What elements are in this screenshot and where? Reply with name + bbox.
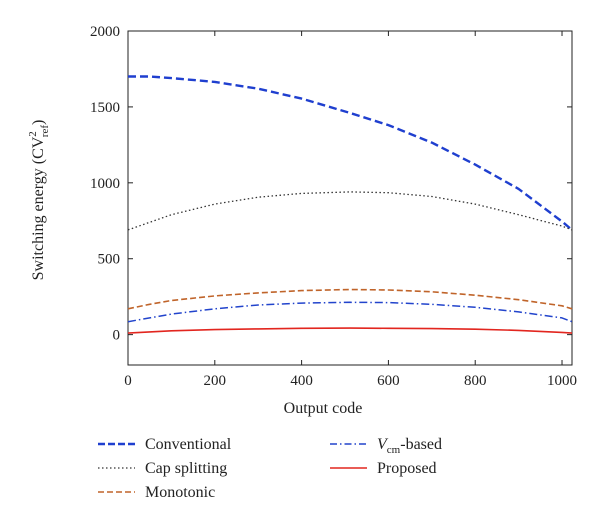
y-axis-label-main: Switching energy (CV	[30, 136, 47, 280]
y-axis-label-end: )	[30, 120, 47, 125]
legend-label-cap-splitting: Cap splitting	[145, 460, 227, 477]
legend-item-cap-splitting: Cap splitting	[98, 460, 227, 477]
x-tick-label: 600	[377, 373, 400, 389]
x-axis-label: Output code	[284, 400, 363, 417]
series-line-v-cm-based	[127, 301, 573, 323]
legend-item-monotonic: Monotonic	[98, 484, 215, 501]
x-tick-label: 400	[290, 373, 313, 389]
series-line-conventional	[128, 75, 573, 231]
x-tick-label: 200	[204, 373, 227, 389]
x-tick-label: 0	[124, 373, 132, 389]
legend-label-conventional: Conventional	[145, 436, 232, 453]
x-tick-label: 1000	[547, 373, 577, 389]
y-tick-label: 1500	[90, 100, 120, 116]
tick-labels: 0 200 400 600 800 1000 0 500 1000 1500 2000	[90, 24, 577, 389]
plot-area	[127, 30, 573, 366]
series-line-cap-splitting	[127, 191, 573, 231]
y-axis-label: Switching energy (CV2ref)	[27, 120, 51, 281]
plot-frame	[127, 30, 573, 366]
y-tick-label: 1000	[90, 176, 120, 192]
svg-text:Switching energy (CV2ref): Switching energy (CV2ref)	[27, 120, 51, 281]
y-tick-label: 0	[113, 328, 121, 344]
x-tick-label: 800	[464, 373, 487, 389]
legend-item-conventional: Conventional	[98, 436, 232, 453]
legend: Conventional Cap splitting Monotonic Vcm…	[98, 436, 442, 501]
series-line-monotonic	[127, 288, 573, 310]
legend-label-monotonic: Monotonic	[145, 484, 215, 501]
legend-item-proposed: Proposed	[330, 460, 437, 477]
y-axis-label-sup: 2	[27, 131, 39, 137]
series-line-proposed	[127, 327, 573, 334]
legend-item-vcm-based: Vcm-based	[330, 436, 442, 456]
y-tick-label: 500	[98, 252, 121, 268]
y-axis-label-sub: ref	[39, 125, 51, 138]
legend-label-vcm-based: Vcm-based	[377, 436, 442, 456]
legend-label-proposed: Proposed	[377, 460, 437, 477]
y-tick-label: 2000	[90, 24, 120, 40]
